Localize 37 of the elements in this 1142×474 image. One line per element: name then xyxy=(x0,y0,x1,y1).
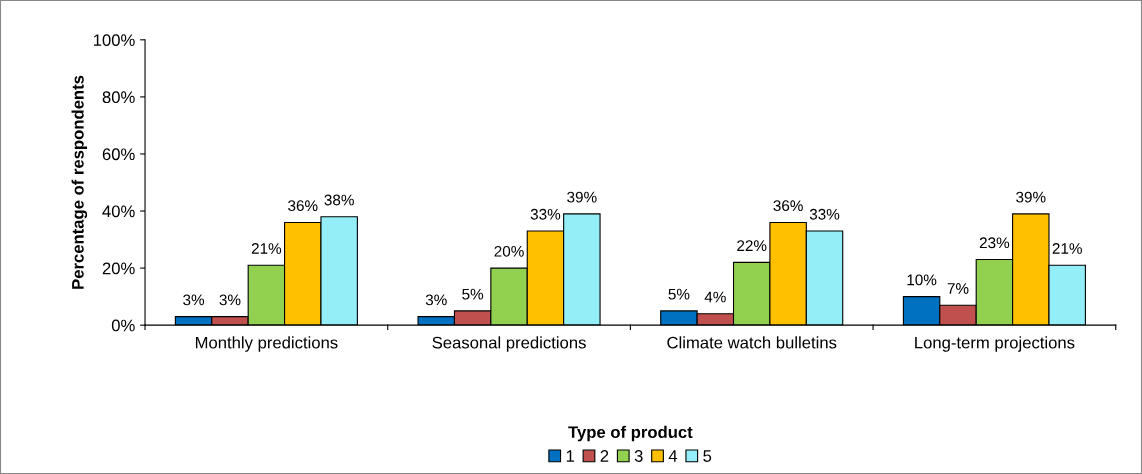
x-tick-label: Climate watch bulletins xyxy=(667,336,837,349)
data-label: 20% xyxy=(494,245,524,257)
data-label: 21% xyxy=(251,243,282,254)
y-tick-label: 100% xyxy=(93,34,135,47)
legend-label: 4 xyxy=(668,450,678,462)
data-label: 3% xyxy=(219,294,241,306)
data-label: 39% xyxy=(1016,191,1046,203)
data-label: 39% xyxy=(567,191,597,203)
x-tick-label: Monthly predictions xyxy=(195,336,338,352)
data-label: 21% xyxy=(1052,243,1082,254)
data-label: 3% xyxy=(183,294,205,306)
y-axis-title: Percentage of respondents xyxy=(71,75,88,289)
x-tick-label: Long-term projections xyxy=(915,336,1075,352)
y-tick-label: 0% xyxy=(111,319,135,332)
y-tick-label: 20% xyxy=(102,262,135,275)
data-label: 5% xyxy=(462,288,484,300)
legend-label: 1 xyxy=(566,450,574,462)
data-label: 10% xyxy=(907,274,937,286)
data-label: 7% xyxy=(947,283,969,294)
data-label: 3% xyxy=(425,294,447,306)
data-label: 23% xyxy=(979,237,1010,249)
data-label: 4% xyxy=(704,291,726,303)
data-label: 5% xyxy=(668,288,690,300)
data-label: 33% xyxy=(530,208,561,220)
x-tick-label: Seasonal predictions xyxy=(432,336,586,352)
legend-title: Type of product xyxy=(568,425,693,442)
data-label: 22% xyxy=(737,240,767,251)
legend-label: 5 xyxy=(703,450,712,462)
y-tick-label: 40% xyxy=(102,205,135,218)
legend-label: 2 xyxy=(600,450,609,462)
legend-label: 3 xyxy=(634,450,643,462)
y-tick-label: 60% xyxy=(102,148,135,161)
data-label: 33% xyxy=(809,208,840,220)
data-label: 36% xyxy=(288,200,318,212)
y-tick-label: 80% xyxy=(102,91,135,104)
data-label: 36% xyxy=(773,200,803,212)
data-label: 38% xyxy=(324,194,354,206)
